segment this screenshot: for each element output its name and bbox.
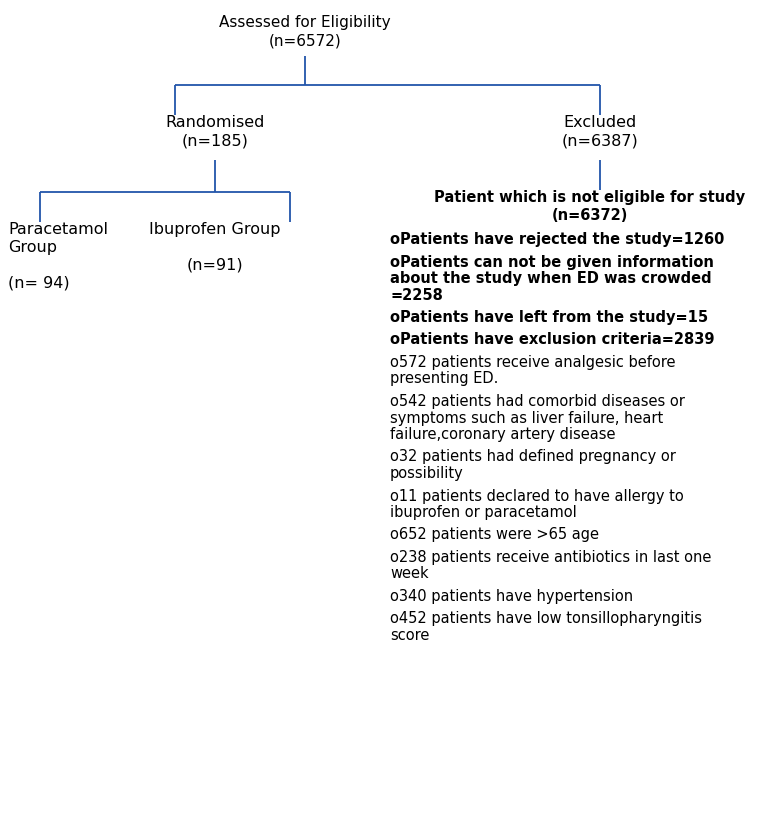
Text: Group: Group	[8, 240, 57, 255]
Text: =2258: =2258	[390, 287, 443, 303]
Text: failure,coronary artery disease: failure,coronary artery disease	[390, 427, 615, 442]
Text: ibuprofen or paracetamol: ibuprofen or paracetamol	[390, 505, 576, 520]
Text: (n=6372): (n=6372)	[552, 208, 628, 223]
Text: week: week	[390, 567, 429, 581]
Text: Paracetamol: Paracetamol	[8, 222, 108, 237]
Text: (n=6387): (n=6387)	[562, 134, 638, 149]
Text: (n=185): (n=185)	[181, 134, 248, 149]
Text: oPatients have rejected the study=1260: oPatients have rejected the study=1260	[390, 232, 724, 247]
Text: presenting ED.: presenting ED.	[390, 371, 498, 387]
Text: symptoms such as liver failure, heart: symptoms such as liver failure, heart	[390, 410, 663, 426]
Text: (n=91): (n=91)	[187, 258, 244, 273]
Text: Assessed for Eligibility: Assessed for Eligibility	[219, 15, 390, 30]
Text: (n=6572): (n=6572)	[269, 33, 341, 48]
Text: o340 patients have hypertension: o340 patients have hypertension	[390, 589, 633, 604]
Text: score: score	[390, 628, 430, 643]
Text: o652 patients were >65 age: o652 patients were >65 age	[390, 527, 599, 542]
Text: Ibuprofen Group: Ibuprofen Group	[149, 222, 280, 237]
Text: o542 patients had comorbid diseases or: o542 patients had comorbid diseases or	[390, 394, 685, 409]
Text: possibility: possibility	[390, 466, 464, 481]
Text: oPatients have exclusion criteria=2839: oPatients have exclusion criteria=2839	[390, 332, 715, 348]
Text: Patient which is not eligible for study: Patient which is not eligible for study	[434, 190, 746, 205]
Text: about the study when ED was crowded: about the study when ED was crowded	[390, 271, 711, 286]
Text: o452 patients have low tonsillopharyngitis: o452 patients have low tonsillopharyngit…	[390, 611, 702, 627]
Text: o238 patients receive antibiotics in last one: o238 patients receive antibiotics in las…	[390, 550, 711, 565]
Text: oPatients can not be given information: oPatients can not be given information	[390, 255, 714, 269]
Text: o32 patients had defined pregnancy or: o32 patients had defined pregnancy or	[390, 449, 676, 465]
Text: o11 patients declared to have allergy to: o11 patients declared to have allergy to	[390, 488, 683, 504]
Text: o572 patients receive analgesic before: o572 patients receive analgesic before	[390, 355, 676, 370]
Text: (n= 94): (n= 94)	[8, 276, 70, 291]
Text: Excluded: Excluded	[563, 115, 637, 130]
Text: oPatients have left from the study=15: oPatients have left from the study=15	[390, 310, 708, 325]
Text: Randomised: Randomised	[166, 115, 265, 130]
